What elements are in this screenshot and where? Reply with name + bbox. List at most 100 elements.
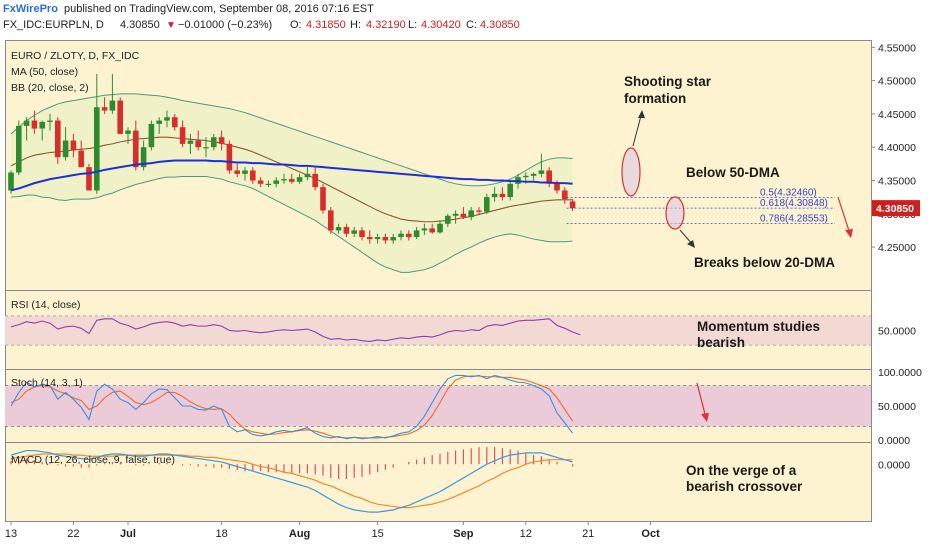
bearish-price-arrow <box>837 196 851 235</box>
price-layer: 0.5(4.32460)0.618(4.30848) 0.786(4.28553) <box>8 73 853 273</box>
candle-body <box>530 173 537 176</box>
stoch-bearish-arrow <box>696 382 707 419</box>
stoch-layer <box>5 374 871 440</box>
candle <box>211 133 217 151</box>
candle-body <box>507 183 513 198</box>
candle <box>390 233 396 244</box>
candle <box>460 207 467 220</box>
candle <box>273 177 279 188</box>
bb-overlay-label: BB (20, close, 2) <box>11 82 89 94</box>
candle-body <box>390 237 396 241</box>
candle-body <box>484 197 490 212</box>
candle-body <box>343 227 350 234</box>
stoch-tick-label: 50.0000 <box>878 401 916 413</box>
ma50-line <box>10 159 573 192</box>
candle <box>530 172 537 181</box>
symbol-text: FX_IDC:EURPLN, D <box>3 19 104 31</box>
x-tick-label: 22 <box>67 528 79 540</box>
stoch-tick-label: 100.0000 <box>878 367 922 379</box>
candle <box>452 210 459 224</box>
candle-body <box>562 190 568 200</box>
annotation-momentum-1: Momentum studies <box>697 319 820 334</box>
x-tick-label: 15 <box>371 528 383 540</box>
rsi-band <box>5 315 871 346</box>
candle-body <box>47 120 53 122</box>
candle <box>218 130 225 151</box>
candle-body <box>445 215 451 224</box>
candle <box>94 73 100 194</box>
candle <box>562 187 568 204</box>
x-tick-label: 13 <box>5 528 17 540</box>
candle-body <box>78 150 84 168</box>
candle <box>413 227 420 240</box>
candle-body <box>23 120 30 126</box>
candle <box>320 183 326 214</box>
candle-body <box>304 173 311 178</box>
candle-body <box>523 175 529 178</box>
candle-body <box>460 213 467 218</box>
candle <box>70 133 77 158</box>
high-label: H: <box>350 19 361 31</box>
candle <box>101 97 108 114</box>
candle <box>343 223 350 238</box>
published-text: published on TradingView.com, September … <box>64 3 374 15</box>
candle-body <box>546 170 552 184</box>
candle <box>242 167 248 181</box>
annotation-crossover-1: On the verge of a <box>686 463 797 478</box>
macd-layer <box>10 447 574 513</box>
candle-body <box>491 193 498 198</box>
candle <box>445 213 451 228</box>
brand-text[interactable]: FxWirePro <box>3 3 58 15</box>
candle-body <box>320 187 326 211</box>
candle-body <box>406 233 412 238</box>
candle-body <box>125 130 131 134</box>
candle-body <box>413 230 420 238</box>
candle-body <box>265 183 272 186</box>
shooting-star-arrowhead <box>638 110 645 118</box>
candle-body <box>382 237 389 241</box>
candle-body <box>133 130 139 168</box>
close-value: 4.30850 <box>480 19 520 31</box>
last-price-tag-label: 4.30850 <box>876 203 914 215</box>
price-tick-label: 4.45000 <box>878 109 916 121</box>
candle <box>281 173 287 184</box>
candle-body <box>421 228 428 231</box>
candle <box>507 180 513 201</box>
annotation-shooting-star-2: formation <box>624 91 686 106</box>
candle-body <box>281 179 287 181</box>
candle <box>289 173 295 184</box>
chart-title: EURO / ZLOTY, D, FX_IDC <box>11 50 140 62</box>
candle <box>328 207 334 234</box>
candle <box>312 167 318 191</box>
price-tick-label: 4.35000 <box>878 175 916 187</box>
candle-body <box>234 170 240 174</box>
candle-body <box>335 227 342 231</box>
candle <box>382 233 389 244</box>
candle <box>265 180 272 188</box>
candle <box>250 167 256 184</box>
candle <box>47 113 53 131</box>
candle <box>421 223 428 236</box>
candle <box>476 207 482 216</box>
rsi-line <box>10 318 581 343</box>
price-tick-label: 4.25000 <box>878 242 916 254</box>
candle <box>195 130 201 151</box>
candle <box>148 120 155 151</box>
candle-body <box>148 123 155 148</box>
candle-body <box>70 140 77 151</box>
candle <box>335 223 342 234</box>
price-tick-label: 4.55000 <box>878 42 916 54</box>
candle <box>16 120 22 176</box>
candle <box>226 140 233 174</box>
annotation-momentum-2: bearish <box>697 335 745 350</box>
low-value: 4.30420 <box>421 19 461 31</box>
candle-body <box>554 183 560 191</box>
candle-body <box>86 167 92 191</box>
candle-body <box>140 147 147 168</box>
candle-body <box>359 230 365 238</box>
candle-body <box>117 100 123 134</box>
low-label: L: <box>408 19 417 31</box>
candle-body <box>187 140 194 144</box>
breaks-arrowhead <box>687 240 695 248</box>
